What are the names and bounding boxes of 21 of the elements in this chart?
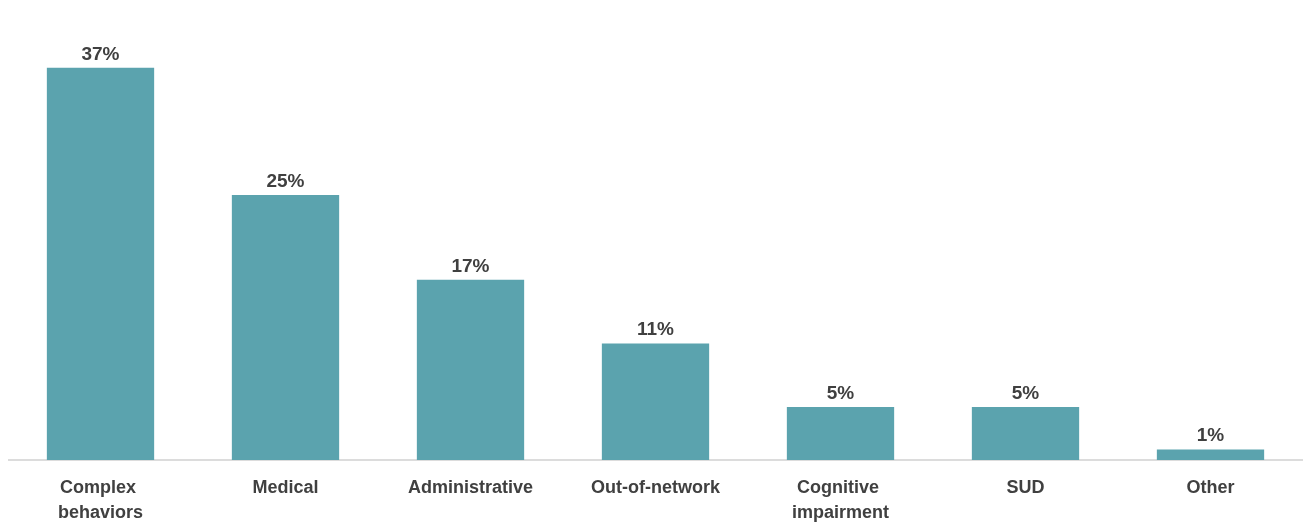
data-label: 5% [1011, 382, 1040, 403]
data-label: 25% [266, 170, 305, 191]
x-tick-label: Out-of-network [591, 476, 721, 497]
data-label: 17% [451, 254, 490, 276]
x-tick-label: SUD [1006, 476, 1045, 497]
bar [416, 279, 525, 460]
data-label: 11% [637, 318, 675, 340]
bar [46, 67, 155, 460]
x-tick-label: Complex behaviors [57, 476, 144, 522]
bar [231, 195, 340, 460]
bar [1156, 449, 1265, 460]
bar [601, 343, 710, 460]
data-label: 37% [81, 42, 120, 64]
data-label: 5% [826, 382, 855, 403]
x-tick-label: Medical [252, 476, 319, 497]
bar [971, 407, 1080, 460]
x-tick-label: Cognitive impairment [791, 476, 890, 522]
x-tick-label: Other [1186, 476, 1235, 497]
x-tick-label: Administrative [407, 476, 534, 497]
data-label: 1% [1196, 424, 1225, 446]
bar [786, 407, 895, 460]
